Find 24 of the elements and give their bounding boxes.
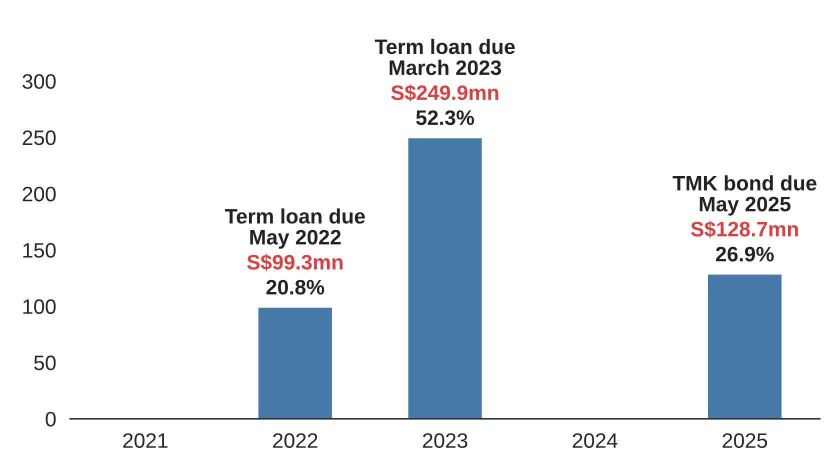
y-tick-label: 0 [46,412,56,427]
x-tick-label: 2022 [273,433,318,448]
bar [257,306,334,419]
text: Term loan due March 2023 [374,38,515,76]
x-tick-label: 2021 [123,433,168,448]
y-tick-label: 50 [34,356,56,370]
y-tick-label: 150 [23,242,56,258]
x-tick-label: 2025 [722,433,768,448]
data-label: S$128.7mn [690,220,798,238]
annotation: 20.8% [266,280,324,295]
y-tick-label: 250 [22,130,56,146]
x-tick-label: 2024 [572,433,618,448]
annotation: TMK bond due May 2025 [672,175,816,216]
y-tick-label: 200 [22,186,56,202]
data-label: S$249.9mn [391,84,498,102]
bar [406,136,484,419]
y-tick-label: 300 [22,74,56,89]
annotation: 26.9% [716,246,774,262]
bar [706,273,783,419]
x-tick-label: 2023 [422,433,468,448]
y-tick-label: 100 [23,299,56,314]
data-label: S$99.3mn [247,254,343,271]
annotation: 52.3% [416,110,474,126]
annotation: Term loan due May 2022 [224,208,365,249]
